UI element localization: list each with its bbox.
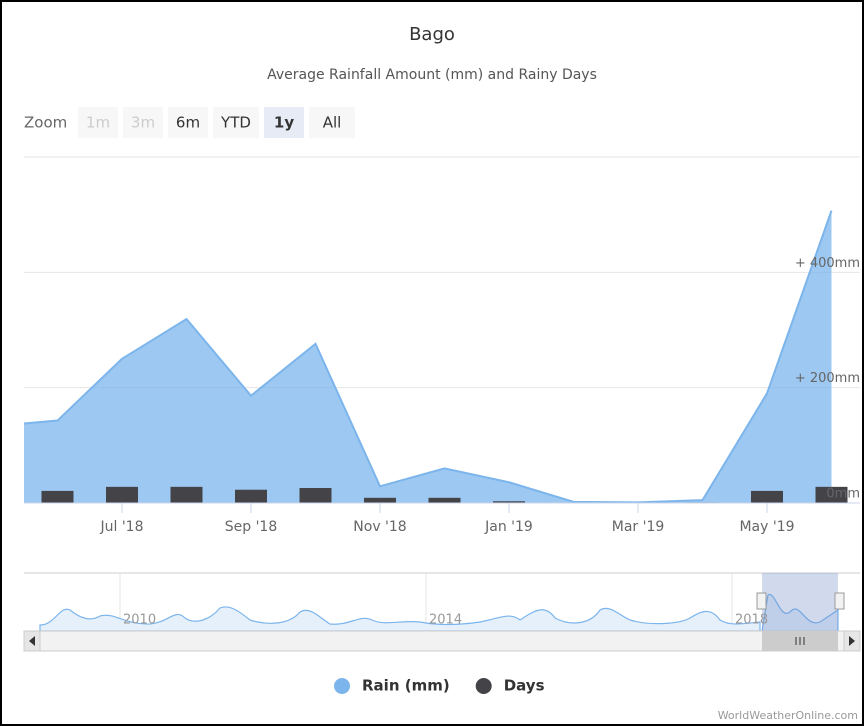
zoom-button[interactable]: 6m xyxy=(168,107,208,138)
zoom-button-label: All xyxy=(323,114,342,132)
zoom-button: 1m xyxy=(78,107,118,138)
bar xyxy=(299,488,332,503)
arrow xyxy=(29,636,35,646)
legend: Rain (mm) Days xyxy=(334,677,545,695)
area-line xyxy=(24,210,833,504)
range-selector: 1m 3m 6m YTD 1y All xyxy=(78,107,355,138)
zoom-button-label: 1y xyxy=(274,114,294,132)
x-tick-label: Nov '18 xyxy=(353,519,406,535)
zoom-button[interactable]: All xyxy=(309,107,355,138)
navigator-labels: 2010 2014 2018 xyxy=(123,613,768,628)
x-tick-label: Jan '19 xyxy=(484,519,533,535)
zoom-button: 3m xyxy=(123,107,163,138)
bar xyxy=(751,490,783,503)
bar xyxy=(106,486,138,503)
bar xyxy=(235,489,267,503)
legend-label: Rain (mm) xyxy=(362,677,450,695)
bar xyxy=(41,490,74,503)
zoom-button-bg xyxy=(213,107,259,138)
zoom-button-label: 6m xyxy=(176,114,200,132)
zoom-button-label: YTD xyxy=(220,114,251,132)
x-tick-label: Mar '19 xyxy=(612,519,665,535)
thumb-grip xyxy=(795,637,805,645)
navigator-mask[interactable] xyxy=(762,573,838,631)
navigator-label: 2010 xyxy=(123,613,156,628)
zoom-button-label: 1m xyxy=(86,114,110,132)
y-tick-label: 0mm xyxy=(826,487,860,502)
y-tick-label: + 200mm xyxy=(795,371,860,386)
zoom-button-bg xyxy=(264,107,304,138)
navigator-series xyxy=(39,606,761,632)
navigator-label: 2014 xyxy=(429,613,462,628)
chart-title: Bago xyxy=(409,24,455,45)
x-tick-label: Jul '18 xyxy=(99,519,143,535)
arrow xyxy=(849,636,855,646)
x-tick-label: May '19 xyxy=(739,519,794,535)
zoom-label: Zoom xyxy=(24,114,67,132)
y-tick-label: + 400mm xyxy=(795,256,860,271)
zoom-button-bg xyxy=(78,107,118,138)
chart-subtitle: Average Rainfall Amount (mm) and Rainy D… xyxy=(267,67,597,83)
zoom-button-label: 3m xyxy=(131,114,155,132)
zoom-button[interactable]: YTD xyxy=(213,107,259,138)
legend-item[interactable]: Rain (mm) xyxy=(334,677,450,695)
zoom-button[interactable]: 1y xyxy=(264,107,304,138)
bar xyxy=(493,501,525,503)
legend-item[interactable]: Days xyxy=(475,677,545,695)
legend-label: Days xyxy=(504,677,545,695)
credits: WorldWeatherOnline.com xyxy=(718,709,858,722)
zoom-button-bg xyxy=(168,107,208,138)
navigator-handle[interactable] xyxy=(756,592,767,610)
scrollbar[interactable] xyxy=(23,630,861,652)
area-fill xyxy=(24,210,832,503)
bar xyxy=(815,486,848,503)
series-group xyxy=(24,210,848,504)
bar xyxy=(428,497,461,503)
navigator-label: 2018 xyxy=(735,613,768,628)
bar xyxy=(170,486,203,503)
zoom-button-bg xyxy=(123,107,163,138)
navigator-handle[interactable] xyxy=(834,592,845,610)
legend-symbol xyxy=(475,678,492,694)
x-tick-label: Sep '18 xyxy=(225,519,278,535)
legend-symbol xyxy=(334,678,350,694)
zoom-button-bg xyxy=(309,107,355,138)
navigator-series xyxy=(761,594,839,632)
bar xyxy=(364,497,396,503)
plot-area xyxy=(24,210,860,513)
